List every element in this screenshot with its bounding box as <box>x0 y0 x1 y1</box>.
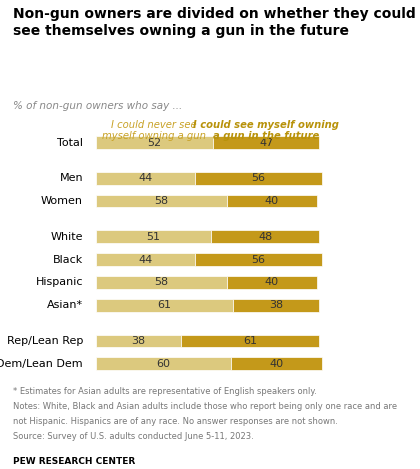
Text: 40: 40 <box>265 278 279 287</box>
Text: % of non-gun owners who say ...: % of non-gun owners who say ... <box>13 101 182 111</box>
Text: Total: Total <box>57 138 83 148</box>
Bar <box>234 299 319 312</box>
Bar <box>195 172 322 185</box>
Text: * Estimates for Asian adults are representative of English speakers only.: * Estimates for Asian adults are represe… <box>13 387 316 396</box>
Text: I could never see
myself owning a gun: I could never see myself owning a gun <box>102 120 206 141</box>
Text: 56: 56 <box>251 255 265 265</box>
Text: 44: 44 <box>138 255 152 265</box>
Bar <box>95 334 181 347</box>
Text: Asian*: Asian* <box>47 300 83 310</box>
Text: 51: 51 <box>146 232 160 242</box>
Text: Women: Women <box>41 196 83 206</box>
Bar <box>95 357 231 370</box>
Text: 52: 52 <box>147 138 161 148</box>
Text: 47: 47 <box>259 138 273 148</box>
Text: Men: Men <box>60 173 83 183</box>
Text: Hispanic: Hispanic <box>36 278 83 287</box>
Text: 61: 61 <box>243 336 257 346</box>
Bar <box>95 230 211 243</box>
Bar <box>95 172 195 185</box>
Text: 48: 48 <box>258 232 272 242</box>
Bar <box>95 195 227 207</box>
Text: 56: 56 <box>251 173 265 183</box>
Text: 58: 58 <box>154 278 168 287</box>
Text: 58: 58 <box>154 196 168 206</box>
Text: not Hispanic. Hispanics are of any race. No answer responses are not shown.: not Hispanic. Hispanics are of any race.… <box>13 417 338 426</box>
Bar <box>95 276 227 289</box>
Bar <box>181 334 319 347</box>
Bar <box>95 253 195 266</box>
Text: 60: 60 <box>156 359 171 369</box>
Bar <box>211 230 319 243</box>
Text: Source: Survey of U.S. adults conducted June 5-11, 2023.: Source: Survey of U.S. adults conducted … <box>13 432 253 441</box>
Bar <box>95 299 234 312</box>
Bar <box>95 136 213 149</box>
Text: 38: 38 <box>269 300 284 310</box>
Bar <box>195 253 322 266</box>
Text: I could see myself owning
a gun in the future: I could see myself owning a gun in the f… <box>193 120 339 141</box>
Text: 38: 38 <box>131 336 146 346</box>
Text: 61: 61 <box>158 300 171 310</box>
Text: 40: 40 <box>269 359 284 369</box>
Bar <box>227 195 317 207</box>
Text: Dem/Lean Dem: Dem/Lean Dem <box>0 359 83 369</box>
Text: 44: 44 <box>138 173 152 183</box>
Bar <box>231 357 322 370</box>
Text: PEW RESEARCH CENTER: PEW RESEARCH CENTER <box>13 457 135 466</box>
Bar <box>227 276 317 289</box>
Text: Rep/Lean Rep: Rep/Lean Rep <box>7 336 83 346</box>
Text: Non-gun owners are divided on whether they could
see themselves owning a gun in : Non-gun owners are divided on whether th… <box>13 7 415 38</box>
Text: 40: 40 <box>265 196 279 206</box>
Text: Notes: White, Black and Asian adults include those who report being only one rac: Notes: White, Black and Asian adults inc… <box>13 402 397 411</box>
Text: White: White <box>50 232 83 242</box>
Text: Black: Black <box>53 255 83 265</box>
Bar <box>213 136 319 149</box>
